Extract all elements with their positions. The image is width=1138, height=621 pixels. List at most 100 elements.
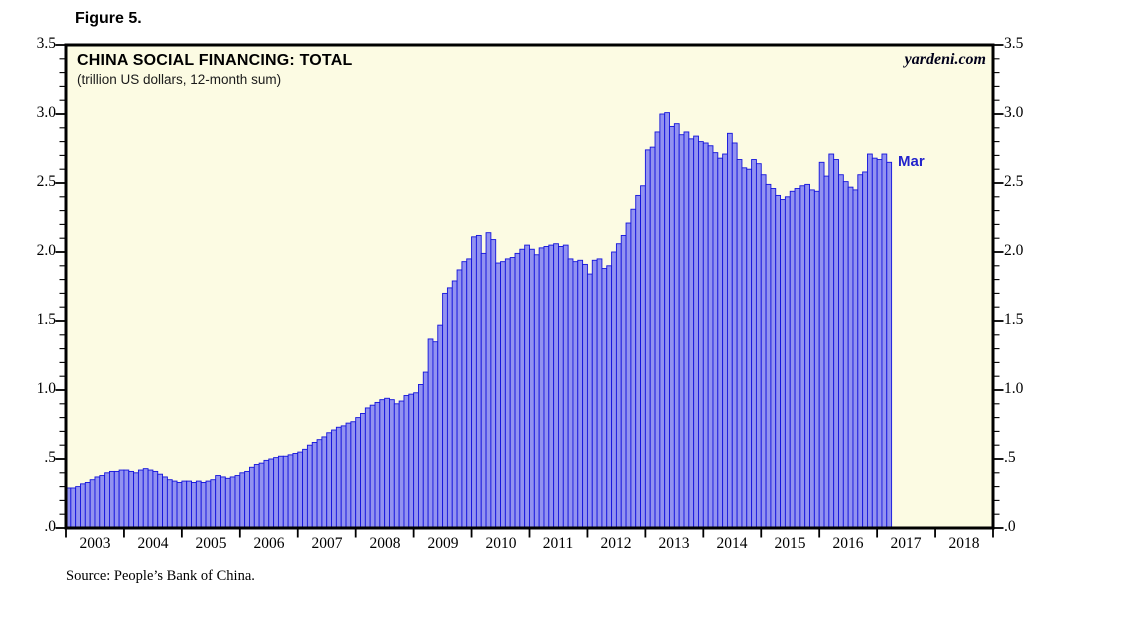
bar (519, 248, 526, 529)
bar (398, 400, 405, 529)
bar (558, 246, 564, 529)
bar (712, 152, 719, 529)
bar (224, 477, 231, 529)
bar (137, 469, 144, 529)
bar (220, 476, 226, 529)
bar (302, 448, 308, 529)
bar (345, 422, 352, 529)
bar (104, 472, 110, 529)
brand-yardeni: yardeni.com (904, 51, 986, 68)
bar (258, 462, 265, 529)
bar (780, 199, 786, 529)
bar (94, 476, 101, 529)
bar (688, 138, 695, 529)
bar (427, 338, 434, 529)
bar (586, 273, 593, 529)
bar (794, 188, 801, 529)
bar (577, 259, 584, 529)
bar (640, 185, 646, 529)
bar (432, 341, 439, 529)
bar (799, 185, 806, 529)
bar (770, 188, 777, 529)
bar (620, 234, 627, 529)
bar (707, 145, 714, 529)
bar (157, 473, 164, 529)
bar (760, 174, 767, 529)
bar (389, 399, 395, 529)
bar (162, 476, 168, 529)
bar (364, 407, 371, 529)
bar (326, 432, 333, 529)
year-label: 2009 (427, 535, 459, 552)
bar (99, 475, 106, 529)
bar (456, 269, 463, 529)
bar (591, 259, 598, 529)
bar (659, 113, 666, 529)
bar (876, 159, 883, 529)
bar (413, 392, 419, 529)
bar (335, 426, 342, 529)
bar (813, 190, 820, 529)
bar (142, 468, 149, 529)
bar (509, 257, 516, 529)
bar (611, 251, 617, 529)
bar (195, 480, 202, 529)
year-label: 2011 (542, 535, 574, 552)
year-label: 2017 (890, 535, 922, 552)
bar (384, 397, 390, 529)
bar (847, 186, 854, 529)
bar (461, 261, 468, 529)
bar (678, 134, 685, 529)
bar (360, 413, 366, 529)
bar (393, 403, 400, 529)
bar (422, 371, 429, 529)
bar (287, 454, 294, 529)
bar (857, 174, 864, 529)
bar (833, 159, 839, 529)
bar (490, 239, 497, 529)
bar (818, 161, 825, 529)
bar (746, 168, 753, 529)
bar (118, 469, 125, 529)
bar (437, 324, 444, 529)
bar (297, 451, 304, 529)
bar (862, 171, 868, 529)
bar (765, 183, 772, 529)
bar (282, 455, 289, 529)
bar (244, 470, 250, 529)
y-tick-label: 1.0 (36, 380, 56, 397)
bar (133, 472, 139, 529)
bar (538, 247, 545, 529)
bar (630, 208, 637, 529)
bar (495, 262, 501, 529)
bar (693, 135, 699, 529)
bar (205, 480, 212, 529)
bar (582, 263, 588, 529)
bar (886, 161, 893, 529)
bar (867, 153, 873, 529)
bar (871, 157, 878, 529)
bar (166, 479, 173, 529)
bar (852, 189, 859, 529)
y-tick-label: 3.5 (36, 35, 56, 52)
bar (804, 183, 810, 529)
bar (152, 470, 159, 529)
bar (268, 458, 275, 529)
bar (108, 470, 115, 529)
bar (186, 480, 192, 529)
bar (316, 439, 323, 529)
y-tick-label: 2.0 (1004, 242, 1024, 259)
bar (736, 159, 743, 529)
year-label: 2004 (137, 535, 169, 552)
bar (654, 131, 661, 529)
bar (128, 470, 135, 529)
y-tick-label: 2.5 (36, 173, 56, 190)
chart-subtitle: (trillion US dollars, 12-month sum) (77, 72, 282, 87)
bar (717, 157, 724, 529)
bar (596, 258, 603, 529)
bar (562, 244, 569, 529)
chart-title: CHINA SOCIAL FINANCING: TOTAL (77, 52, 353, 69)
y-tick-label: 1.5 (36, 311, 56, 328)
bar (480, 252, 487, 529)
bar (572, 261, 579, 529)
